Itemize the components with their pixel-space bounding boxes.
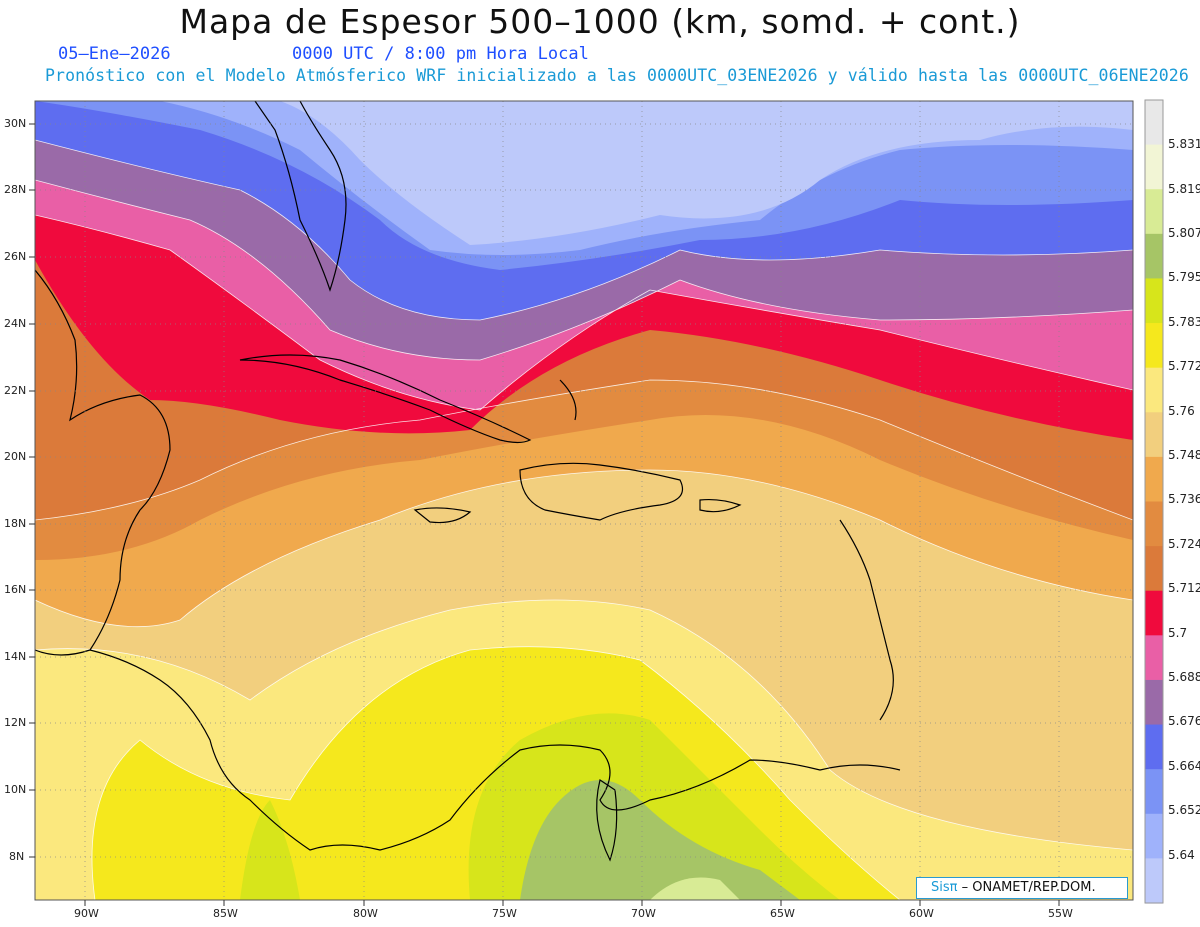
- colorbar-swatch: [1145, 501, 1163, 547]
- colorbar-swatch: [1145, 635, 1163, 681]
- colorbar-label: 5.748: [1168, 448, 1200, 462]
- colorbar-swatch: [1145, 590, 1163, 636]
- colorbar-swatch: [1145, 323, 1163, 369]
- colorbar-label: 5.795: [1168, 270, 1200, 284]
- lon-label: 55W: [1048, 907, 1073, 920]
- colorbar-label: 5.772: [1168, 359, 1200, 373]
- colorbar-label: 5.831: [1168, 137, 1200, 151]
- colorbar-label: 5.819: [1168, 182, 1200, 196]
- lat-label: 30N: [4, 117, 27, 130]
- colorbar-label: 5.664: [1168, 759, 1200, 773]
- colorbar-swatch: [1145, 233, 1163, 280]
- lat-label: 8N: [9, 850, 25, 863]
- map-frame: [34, 100, 1134, 901]
- credit-box: Sisπ – ONAMET/REP.DOM.: [916, 877, 1128, 899]
- lat-label: 20N: [4, 450, 27, 463]
- colorbar-label: 5.807: [1168, 226, 1200, 240]
- colorbar-swatch: [1145, 412, 1163, 458]
- lat-label: 14N: [4, 650, 27, 663]
- colorbar-label: 5.76: [1168, 404, 1195, 418]
- colorbar-swatch: [1145, 724, 1163, 770]
- colorbar-label: 5.783: [1168, 315, 1200, 329]
- grid-lines: [35, 101, 1133, 900]
- colorbar-label: 5.7: [1168, 626, 1188, 640]
- lon-label: 65W: [770, 907, 795, 920]
- lat-label: 10N: [4, 783, 27, 796]
- forecast-note: Pronóstico con el Modelo Atmósferico WRF…: [45, 66, 1189, 85]
- coastlines: [35, 101, 901, 862]
- forecast-time: 0000 UTC / 8:00 pm Hora Local: [292, 44, 589, 64]
- axis-ticks: [29, 123, 1060, 906]
- forecast-date: 05–Ene–2026: [58, 44, 171, 64]
- colorbar-label: 5.652: [1168, 803, 1200, 817]
- lat-label: 16N: [4, 583, 27, 596]
- colorbar-label: 5.64: [1168, 848, 1195, 862]
- lon-label: 90W: [74, 907, 99, 920]
- lat-label: 12N: [4, 716, 27, 729]
- colorbar: [1144, 99, 1164, 904]
- colorbar-swatch: [1145, 456, 1163, 503]
- map-title: Mapa de Espesor 500–1000 (km, somd. + co…: [179, 2, 1021, 41]
- lon-label: 80W: [353, 907, 378, 920]
- colorbar-label: 5.736: [1168, 492, 1200, 506]
- colorbar-swatch: [1145, 679, 1163, 726]
- colorbar-swatch: [1145, 769, 1163, 815]
- colorbar-swatch: [1145, 367, 1163, 413]
- colorbar-swatch: [1145, 278, 1163, 324]
- colorbar-swatch: [1145, 813, 1163, 859]
- colorbar-swatch: [1145, 546, 1163, 592]
- colorbar-label: 5.712: [1168, 581, 1200, 595]
- colorbar-swatch: [1145, 189, 1163, 235]
- colorbar-label: 5.676: [1168, 714, 1200, 728]
- colorbar-label: 5.688: [1168, 670, 1200, 684]
- lon-label: 70W: [631, 907, 656, 920]
- colorbar-frame: [1144, 99, 1164, 904]
- lat-label: 26N: [4, 250, 27, 263]
- colorbar-swatch: [1145, 144, 1163, 190]
- lon-label: 75W: [492, 907, 517, 920]
- credit-text: – ONAMET/REP.DOM.: [957, 880, 1096, 895]
- lon-label: 85W: [213, 907, 238, 920]
- sispi-logo: Sisπ: [931, 880, 958, 895]
- colorbar-swatch: [1145, 100, 1163, 146]
- lon-label: 60W: [909, 907, 934, 920]
- colorbar-label: 5.724: [1168, 537, 1200, 551]
- lat-label: 22N: [4, 384, 27, 397]
- lat-label: 18N: [4, 517, 27, 530]
- lat-label: 24N: [4, 317, 27, 330]
- lat-label: 28N: [4, 183, 27, 196]
- colorbar-swatch: [1145, 858, 1163, 904]
- thickness-bands: [35, 101, 1133, 900]
